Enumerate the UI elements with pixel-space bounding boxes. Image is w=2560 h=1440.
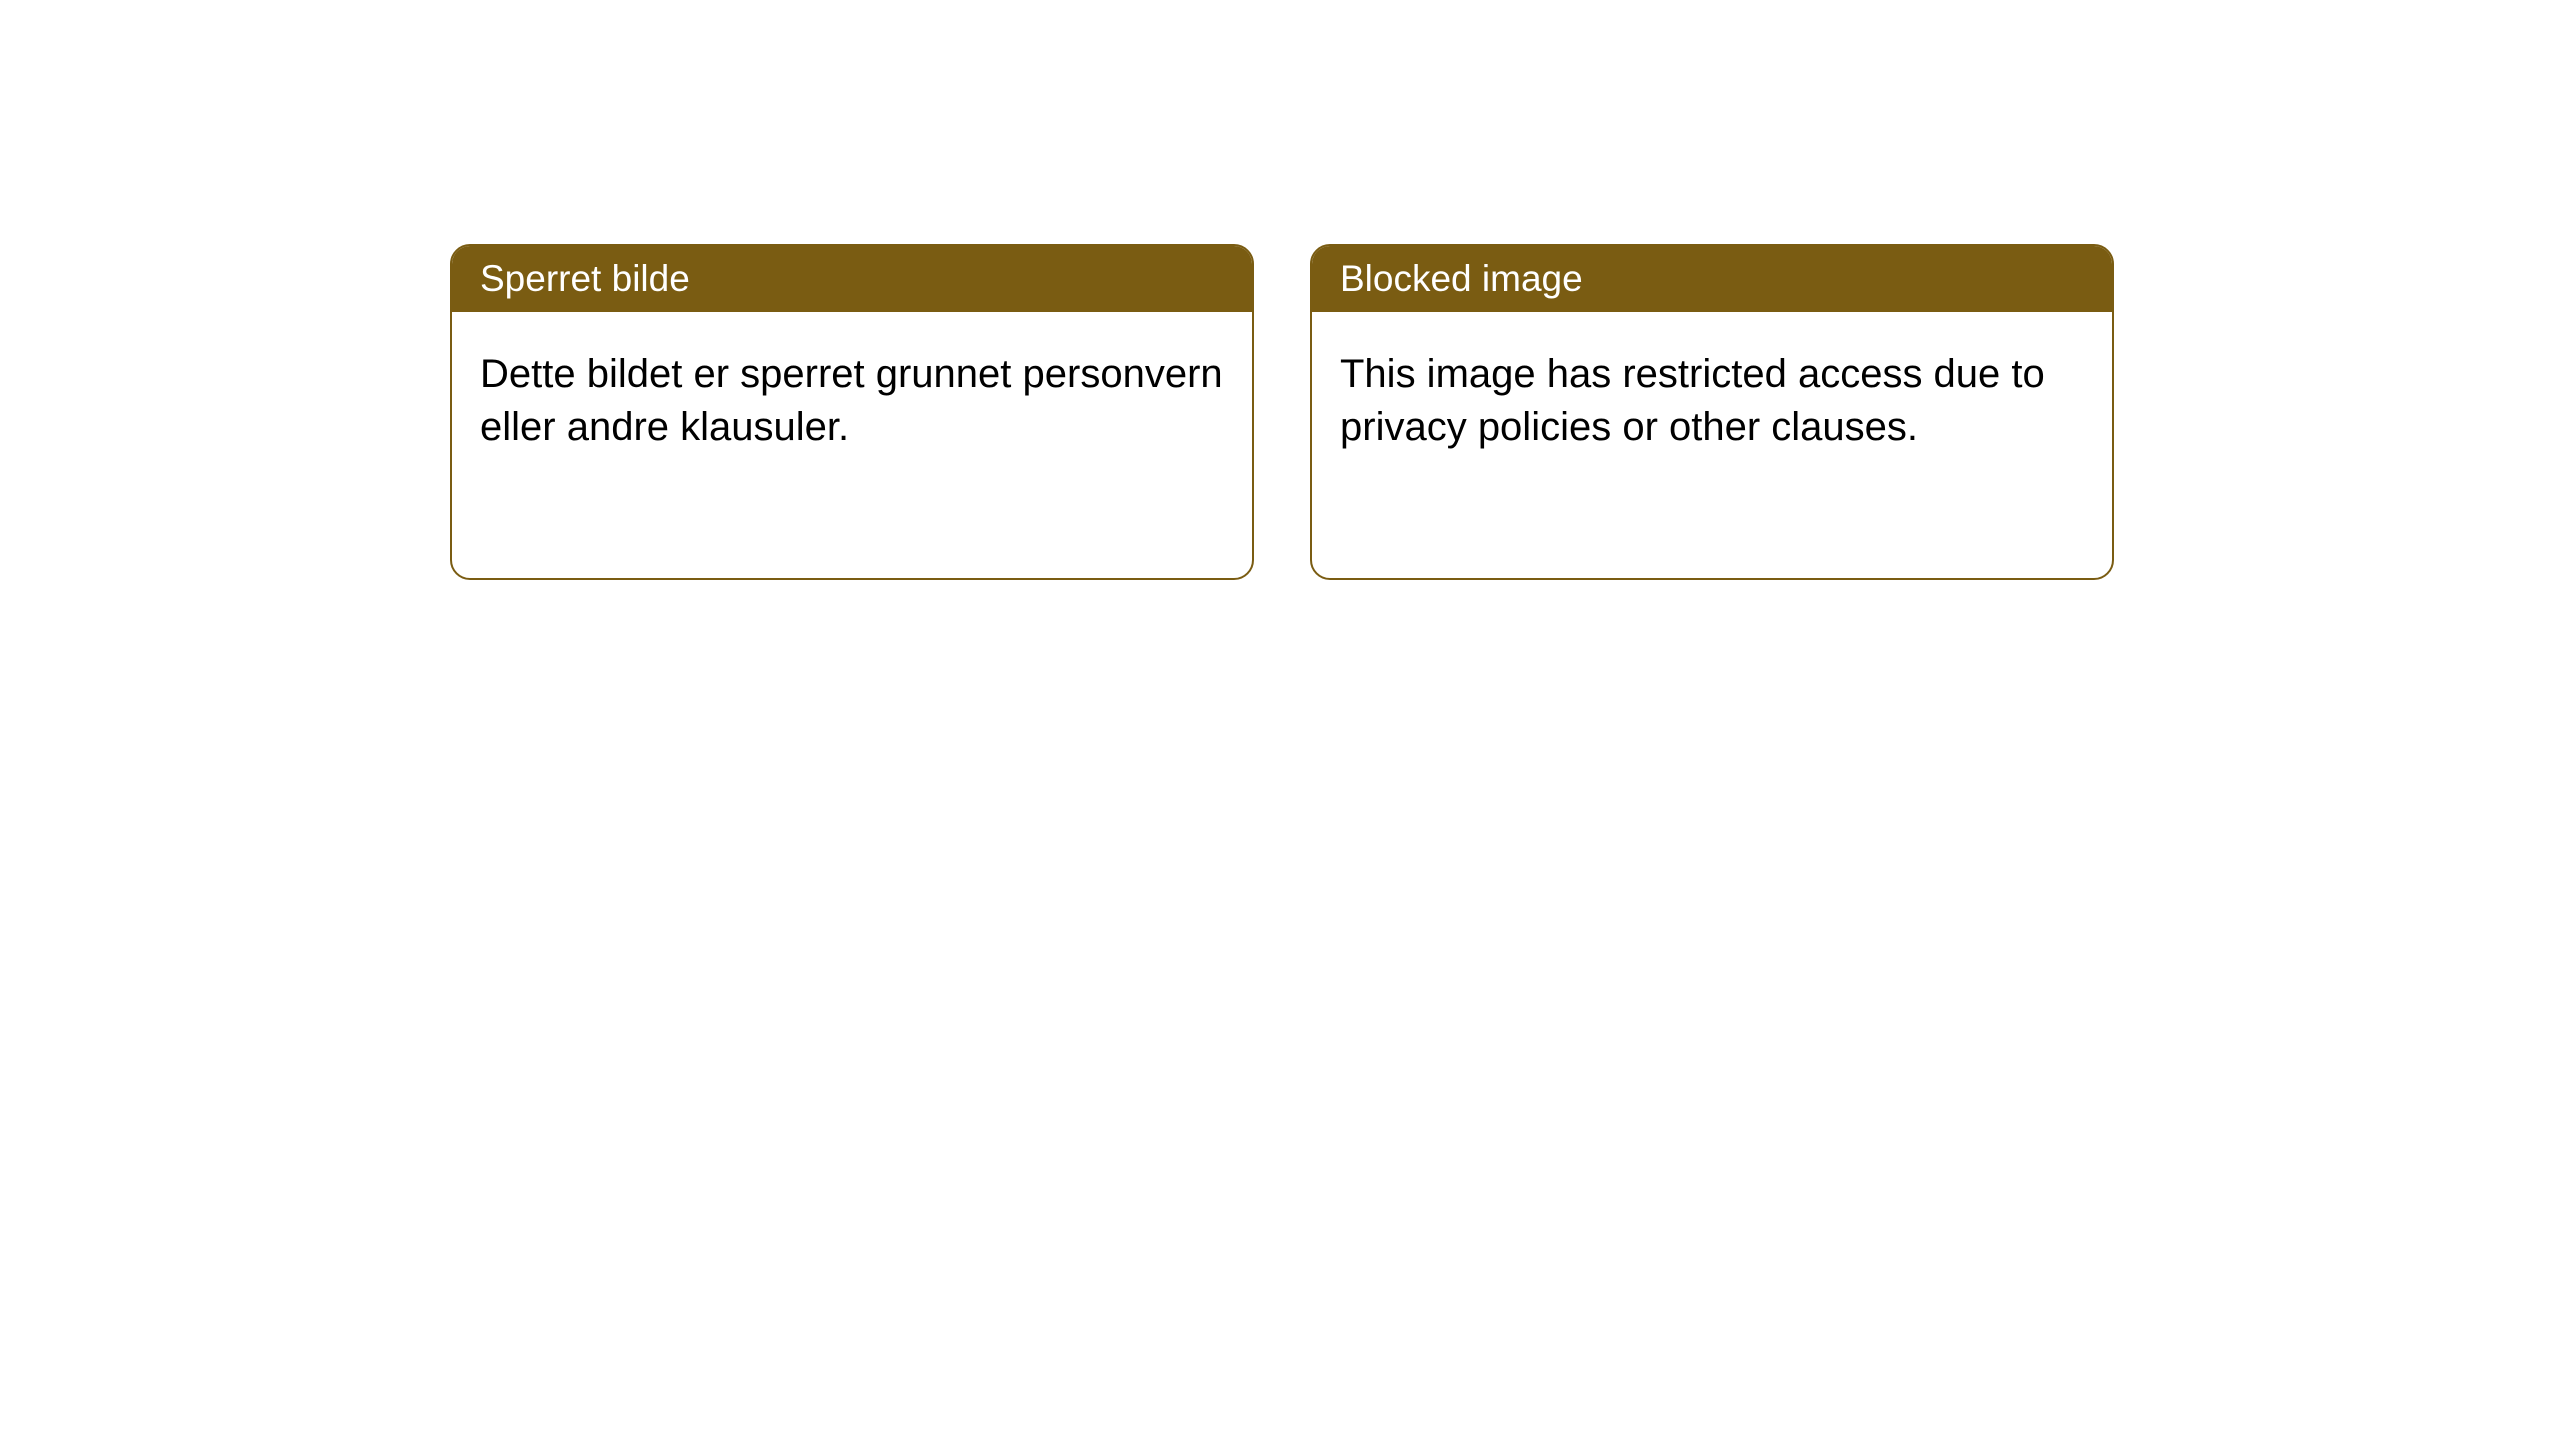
- notice-title-english: Blocked image: [1312, 246, 2112, 312]
- notice-message-english: This image has restricted access due to …: [1312, 312, 2112, 490]
- notice-card-english: Blocked image This image has restricted …: [1310, 244, 2114, 580]
- notice-message-norwegian: Dette bildet er sperret grunnet personve…: [452, 312, 1252, 490]
- notice-title-norwegian: Sperret bilde: [452, 246, 1252, 312]
- blocked-image-notices: Sperret bilde Dette bildet er sperret gr…: [450, 244, 2560, 580]
- notice-card-norwegian: Sperret bilde Dette bildet er sperret gr…: [450, 244, 1254, 580]
